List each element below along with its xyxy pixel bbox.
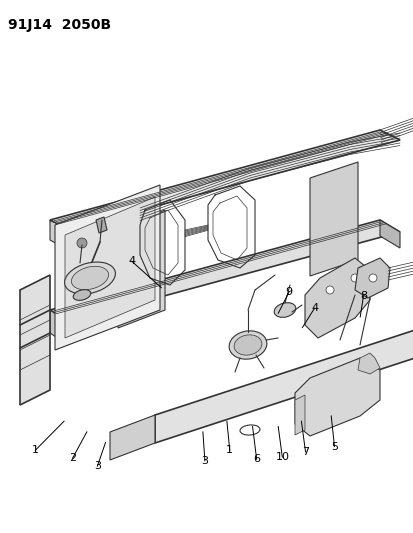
Circle shape (368, 274, 376, 282)
Circle shape (325, 286, 333, 294)
Polygon shape (357, 353, 379, 374)
Polygon shape (309, 162, 357, 276)
Text: 7: 7 (301, 447, 309, 457)
Polygon shape (118, 210, 165, 328)
Ellipse shape (64, 262, 115, 294)
Ellipse shape (233, 335, 261, 355)
Text: 1: 1 (226, 446, 233, 455)
Polygon shape (96, 217, 107, 233)
Ellipse shape (73, 289, 90, 301)
Polygon shape (379, 220, 399, 248)
Polygon shape (294, 358, 379, 436)
Polygon shape (304, 258, 369, 338)
Circle shape (77, 238, 87, 248)
Polygon shape (154, 330, 413, 443)
Text: 5: 5 (330, 442, 337, 451)
Text: 9: 9 (285, 287, 292, 297)
Polygon shape (50, 220, 399, 322)
Text: 6: 6 (253, 455, 259, 464)
Text: 91J14  2050B: 91J14 2050B (8, 18, 111, 32)
Ellipse shape (71, 266, 108, 290)
Text: 2: 2 (69, 454, 76, 463)
Polygon shape (55, 185, 159, 350)
Polygon shape (354, 258, 389, 298)
Polygon shape (65, 197, 154, 338)
Text: 1: 1 (32, 446, 38, 455)
Text: 4: 4 (310, 303, 318, 313)
Polygon shape (50, 310, 68, 345)
Ellipse shape (228, 331, 266, 359)
Polygon shape (110, 415, 154, 460)
Ellipse shape (240, 425, 259, 435)
Text: 3: 3 (201, 456, 208, 466)
Polygon shape (294, 395, 304, 435)
Text: 8: 8 (359, 291, 366, 301)
Ellipse shape (273, 303, 295, 317)
Polygon shape (50, 130, 399, 230)
Polygon shape (50, 220, 68, 250)
Text: 3: 3 (94, 462, 100, 471)
Text: 4: 4 (128, 256, 135, 266)
Circle shape (350, 274, 358, 282)
Polygon shape (20, 275, 50, 405)
Text: 10: 10 (275, 453, 289, 462)
